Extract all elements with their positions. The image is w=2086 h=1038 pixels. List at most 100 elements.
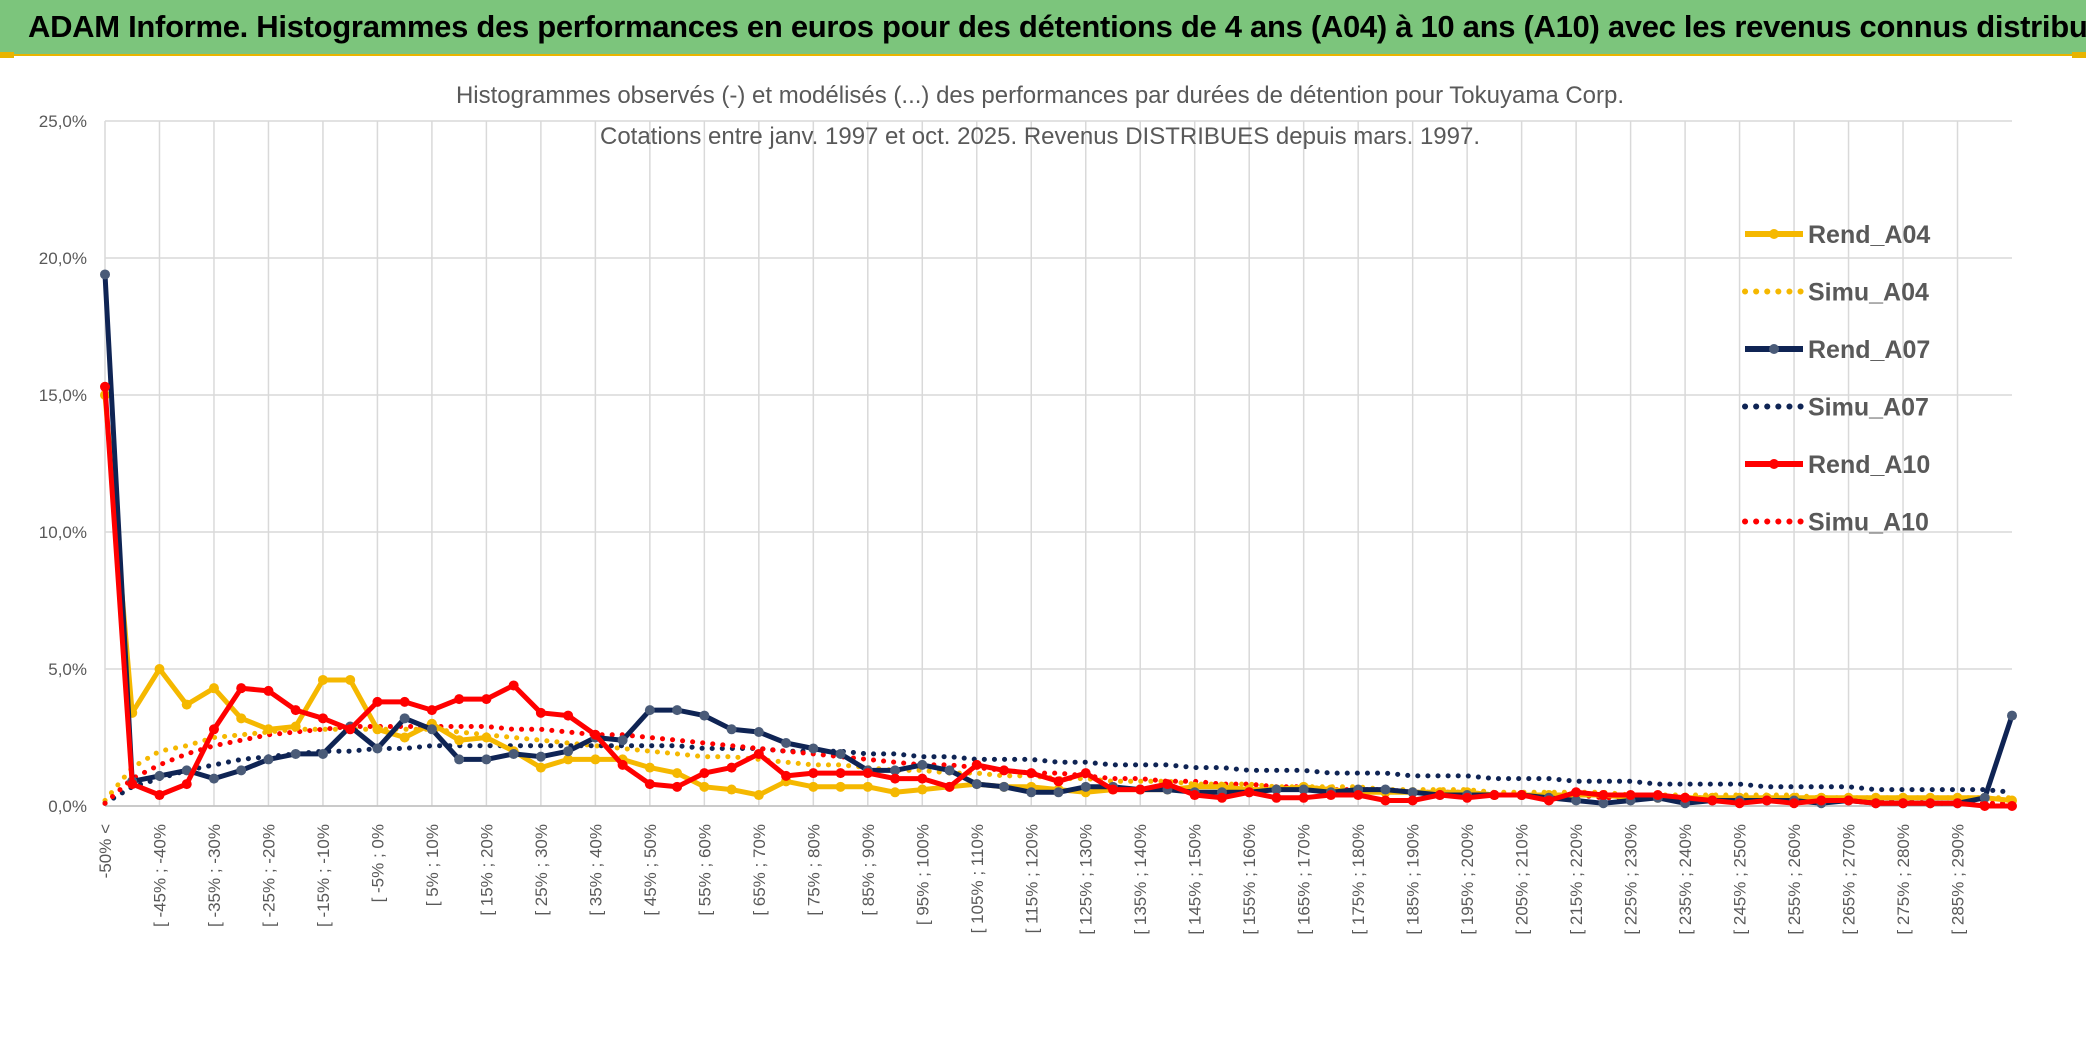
data-point xyxy=(181,779,192,790)
x-tick-label: [ 5% ; 10% xyxy=(423,824,442,906)
legend-label: Simu_A07 xyxy=(1808,394,1929,422)
data-point xyxy=(781,737,792,748)
series-line-rend-a10 xyxy=(102,386,2012,809)
data-point xyxy=(1789,798,1800,809)
data-point xyxy=(1244,787,1255,798)
data-point xyxy=(1598,798,1609,809)
data-point xyxy=(1652,790,1663,801)
data-point xyxy=(1952,798,1963,809)
corner-accent-left xyxy=(0,52,14,58)
data-point xyxy=(1135,784,1146,795)
y-tick-label: 0,0% xyxy=(48,797,87,816)
legend-item-simu-a07: Simu_A07 xyxy=(1742,394,1929,422)
x-tick-label: [ 205% ; 210% xyxy=(1513,824,1532,935)
data-point xyxy=(181,765,192,776)
legend-label: Simu_A10 xyxy=(1808,509,1929,537)
y-tick-label: 20,0% xyxy=(39,249,87,268)
data-point xyxy=(345,674,356,685)
data-point xyxy=(1026,768,1037,779)
data-point xyxy=(971,779,982,790)
data-point xyxy=(617,759,628,770)
markers-rend-a10 xyxy=(100,381,2017,811)
data-point xyxy=(726,724,737,735)
legend-label: Rend_A04 xyxy=(1808,221,1930,249)
x-tick-label: [ 165% ; 170% xyxy=(1295,824,1314,935)
x-tick-label: [ -15% ; -10% xyxy=(314,824,333,927)
data-point xyxy=(999,765,1010,776)
x-tick-label: [ 35% ; 40% xyxy=(586,824,605,916)
data-point xyxy=(917,759,928,770)
data-point xyxy=(753,727,764,738)
data-point xyxy=(917,784,928,795)
x-tick-label: [ 255% ; 260% xyxy=(1785,824,1804,935)
data-point xyxy=(726,784,737,795)
data-point xyxy=(862,768,873,779)
data-point xyxy=(454,754,465,765)
series-lines xyxy=(100,269,2017,811)
data-point xyxy=(835,748,846,759)
data-point xyxy=(127,779,138,790)
data-point xyxy=(372,724,383,735)
data-point xyxy=(971,759,982,770)
data-point xyxy=(808,768,819,779)
data-point xyxy=(317,713,328,724)
data-point xyxy=(1162,779,1173,790)
legend-item-simu-a10: Simu_A10 xyxy=(1742,509,1929,537)
x-tick-label: [ 265% ; 270% xyxy=(1840,824,1859,935)
x-tick-label: [ -45% ; -40% xyxy=(150,824,169,927)
data-point xyxy=(1298,784,1309,795)
data-point xyxy=(399,696,410,707)
y-tick-label: 15,0% xyxy=(39,386,87,405)
data-point xyxy=(672,768,683,779)
legend-item-rend-a04: Rend_A04 xyxy=(1745,221,1930,249)
data-point xyxy=(236,713,247,724)
data-point xyxy=(1707,795,1718,806)
data-point xyxy=(699,781,710,792)
data-point xyxy=(208,724,219,735)
x-tick-label: -50% < xyxy=(96,824,115,878)
data-point xyxy=(753,748,764,759)
data-point xyxy=(1189,790,1200,801)
y-axis: 0,0% 5,0% 10,0% 15,0% 20,0% 25,0% xyxy=(39,112,87,816)
data-point xyxy=(399,732,410,743)
data-point xyxy=(917,773,928,784)
data-point xyxy=(862,781,873,792)
legend-marker xyxy=(1769,229,1779,239)
chart-subtitle: Cotations entre janv. 1997 et oct. 2025.… xyxy=(600,123,1480,150)
data-point xyxy=(236,765,247,776)
x-tick-label: [ 45% ; 50% xyxy=(641,824,660,916)
data-point xyxy=(1380,784,1391,795)
data-point xyxy=(481,754,492,765)
x-tick-label: [ 75% ; 80% xyxy=(804,824,823,916)
data-point xyxy=(563,754,574,765)
data-point xyxy=(644,779,655,790)
data-point xyxy=(563,746,574,757)
data-point xyxy=(263,754,274,765)
x-tick-label: [ 145% ; 150% xyxy=(1186,824,1205,935)
legend-item-rend-a07: Rend_A07 xyxy=(1745,336,1930,364)
data-point xyxy=(481,694,492,705)
x-tick-label: [ 55% ; 60% xyxy=(695,824,714,916)
data-point xyxy=(372,696,383,707)
data-point xyxy=(808,781,819,792)
data-point xyxy=(1080,768,1091,779)
x-tick-label: [ 155% ; 160% xyxy=(1240,824,1259,935)
data-point xyxy=(835,781,846,792)
x-tick-label: [ 225% ; 230% xyxy=(1622,824,1641,935)
y-tick-label: 25,0% xyxy=(39,112,87,131)
data-point xyxy=(154,790,165,801)
x-tick-label: [ 85% ; 90% xyxy=(859,824,878,916)
data-point xyxy=(1053,776,1064,787)
data-point xyxy=(1816,795,1827,806)
data-point xyxy=(454,735,465,746)
data-point xyxy=(1898,798,1909,809)
data-point xyxy=(535,762,546,773)
data-point xyxy=(1053,787,1064,798)
data-point xyxy=(236,683,247,694)
data-point xyxy=(372,743,383,754)
x-tick-label: [ 105% ; 110% xyxy=(968,824,987,933)
x-tick-label: [ 275% ; 280% xyxy=(1894,824,1913,935)
data-point xyxy=(699,710,710,721)
x-tick-label: [ 245% ; 250% xyxy=(1731,824,1750,935)
series-line-rend-a04 xyxy=(102,394,2013,803)
